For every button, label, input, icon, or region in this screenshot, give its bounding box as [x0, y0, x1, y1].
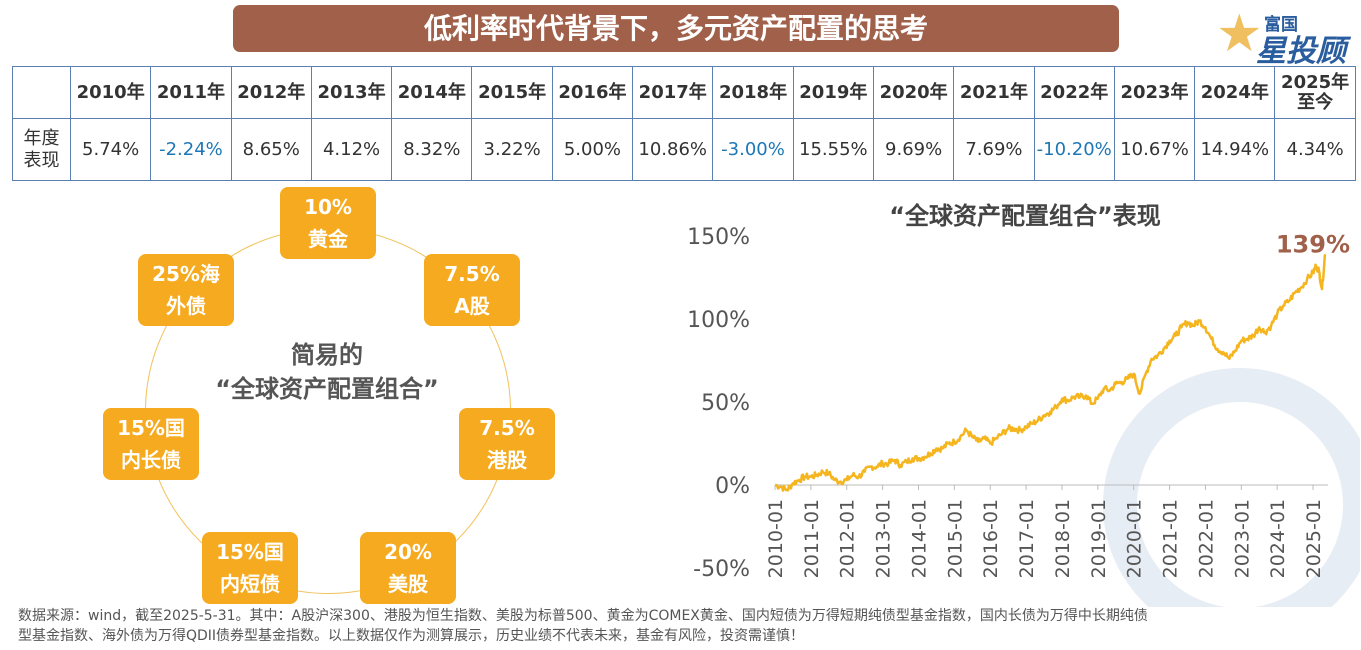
table-cell: 4.34% [1274, 118, 1356, 181]
footnote-line1: 数据来源：wind，截至2025-5-31。其中：A股沪深300、港股为恒生指数… [18, 608, 1148, 624]
allocation-tile-us-shares: 20% 美股 [360, 532, 456, 604]
performance-line-chart: 150% 100% 50% 0% -50% 2010-01 2011-01 2012-01 20… [687, 225, 1360, 607]
table-header-row: 2010年 2011年 2012年 2013年 2014年 2015年 2016… [12, 66, 1356, 119]
table-cell: -2.24% [150, 118, 232, 181]
allocation-asset: 内短债 [220, 572, 280, 596]
y-tick-label: 150% [687, 225, 750, 250]
year-header: 2024年 [1194, 66, 1276, 119]
end-value-label: 139% [1276, 230, 1350, 258]
x-tick-label: 2013-01 [873, 499, 895, 578]
allocation-tile-a-shares: 7.5% A股 [424, 254, 520, 326]
allocation-tile-domestic-long-bond: 15%国 内长债 [103, 408, 199, 480]
year-header: 2012年 [230, 66, 312, 119]
allocation-weight: 7.5% [444, 262, 500, 286]
logo-line2: 星投顾 [1256, 34, 1346, 69]
x-tick-label: 2021-01 [1160, 499, 1182, 578]
year-header: 2014年 [391, 66, 473, 119]
table-cell: 4.12% [310, 118, 393, 181]
table-cell: 9.69% [872, 118, 955, 181]
year-header: 2016年 [551, 66, 634, 119]
footnote-line2: 型基金指数、海外债为万得QDII债券型基金指数。以上数据仅作为测算展示，历史业绩… [18, 628, 805, 644]
x-tick-label: 2014-01 [908, 499, 930, 578]
x-tick-label: 2019-01 [1088, 499, 1110, 578]
x-tick-label: 2022-01 [1195, 499, 1217, 578]
page-title: 低利率时代背景下，多元资产配置的思考 [233, 5, 1119, 52]
table-cell: 10.67% [1113, 118, 1196, 181]
x-tick-label: 2016-01 [980, 499, 1002, 578]
row-label: 年度表现 [12, 118, 71, 181]
allocation-asset: 美股 [388, 572, 428, 596]
year-header: 2025年至今 [1274, 66, 1356, 119]
x-tick-label: 2018-01 [1052, 499, 1074, 578]
footnote: 数据来源：wind，截至2025-5-31。其中：A股沪深300、港股为恒生指数… [18, 606, 1358, 646]
table-corner [12, 66, 71, 119]
allocation-tile-gold: 10% 黄金 [280, 187, 376, 259]
year-header: 2017年 [632, 66, 714, 119]
table-cell: 7.69% [953, 118, 1035, 181]
table-cell: 3.22% [471, 118, 553, 181]
table-cell: 8.65% [230, 118, 312, 181]
allocation-weight: 20% [384, 540, 432, 564]
y-tick-label: 0% [715, 474, 750, 499]
allocation-weight: 15%国 [117, 416, 185, 440]
year-header: 2015年 [471, 66, 553, 119]
year-header: 2020年 [872, 66, 955, 119]
year-header: 2013年 [310, 66, 393, 119]
x-tick-label: 2012-01 [837, 499, 859, 578]
allocation-asset: 内长债 [121, 448, 181, 472]
table-cell: 5.00% [551, 118, 634, 181]
allocation-asset: A股 [454, 294, 490, 318]
table-cell: 8.32% [391, 118, 473, 181]
x-tick-label: 2023-01 [1231, 499, 1253, 578]
allocation-tile-overseas-bond: 25%海 外债 [138, 254, 234, 326]
table-row: 年度表现 5.74% -2.24% 8.65% 4.12% 8.32% 3.22… [12, 118, 1356, 181]
chart-title: “全球资产配置组合”表现 [889, 202, 1161, 230]
year-header: 2019年 [792, 66, 874, 119]
allocation-weight: 10% [304, 195, 352, 219]
watermark [1103, 368, 1360, 607]
logo-line1: 富国 [1264, 15, 1298, 35]
x-tick-label: 2025-01 [1303, 499, 1325, 578]
annual-performance-table: 2010年 2011年 2012年 2013年 2014年 2015年 2016… [12, 66, 1356, 181]
allocation-asset: 外债 [166, 294, 206, 318]
table-cell: 10.86% [632, 118, 714, 181]
year-header: 2011年 [150, 66, 232, 119]
x-tick-label: 2020-01 [1124, 499, 1146, 578]
x-tick-label: 2011-01 [801, 499, 823, 578]
table-cell: 14.94% [1194, 118, 1276, 181]
table-cell: 5.74% [69, 118, 152, 181]
year-header: 2018年 [712, 66, 794, 119]
star-icon: ★ [1216, 4, 1263, 64]
allocation-weight: 15%国 [216, 540, 284, 564]
table-cell: -3.00% [712, 118, 794, 181]
allocation-tile-hk-shares: 7.5% 港股 [459, 408, 555, 480]
brand-logo: ★ 富国 星投顾 [1216, 4, 1361, 69]
x-tick-label: 2024-01 [1267, 499, 1289, 578]
x-tick-label: 2015-01 [944, 499, 966, 578]
y-tick-label: -50% [693, 557, 750, 582]
y-tick-label: 50% [701, 391, 750, 416]
table-cell: -10.20% [1033, 118, 1115, 181]
allocation-asset: 黄金 [308, 227, 348, 251]
allocation-weight: 7.5% [479, 416, 535, 440]
x-tick-label: 2017-01 [1016, 499, 1038, 578]
allocation-tile-domestic-short-bond: 15%国 内短债 [202, 532, 298, 604]
year-header: 2022年 [1033, 66, 1115, 119]
allocation-center-label: 简易的 “全球资产配置组合” [182, 338, 472, 406]
x-tick-label: 2010-01 [765, 499, 787, 578]
center-line1: 简易的 [291, 341, 363, 369]
year-header: 2010年 [69, 66, 152, 119]
center-line2: “全球资产配置组合” [215, 375, 439, 403]
allocation-asset: 港股 [487, 448, 527, 472]
year-header: 2021年 [953, 66, 1035, 119]
y-tick-label: 100% [687, 308, 750, 333]
series-line [774, 254, 1327, 492]
year-header: 2023年 [1113, 66, 1196, 119]
allocation-weight: 25%海 [152, 262, 220, 286]
table-cell: 15.55% [792, 118, 874, 181]
